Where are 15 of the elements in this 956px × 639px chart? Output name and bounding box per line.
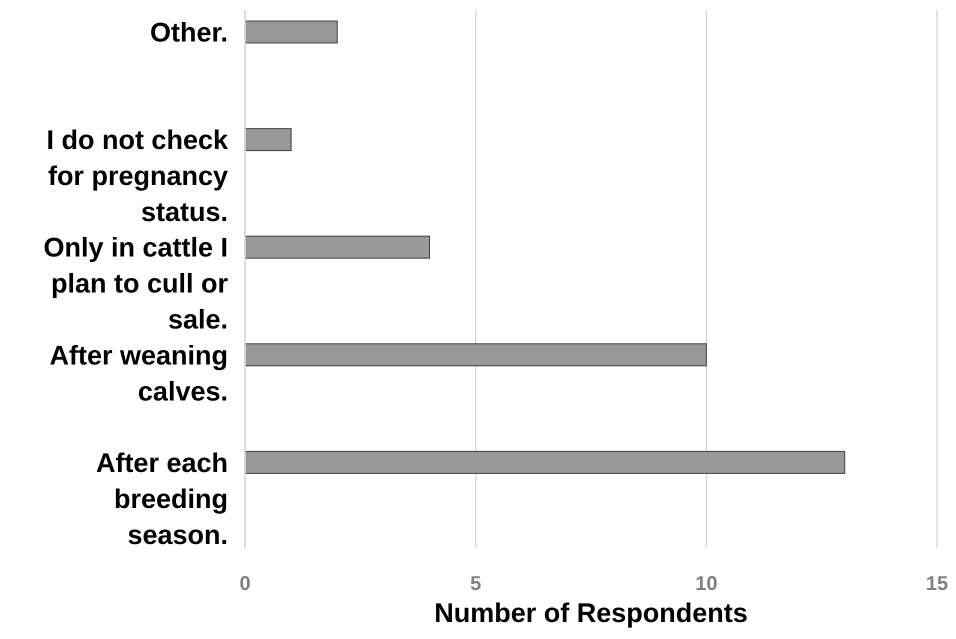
x-tick-label: 15 [926, 573, 948, 595]
y-tick-label: After weaning calves. [49, 340, 228, 406]
y-tick-label: I do not check for pregnancy status. [46, 125, 229, 228]
bar [244, 128, 292, 152]
y-tick-label: Other. [150, 17, 228, 48]
bar [244, 236, 430, 259]
bar [244, 343, 707, 366]
y-tick-label: Only in cattle I plan to cull or sale. [43, 232, 228, 335]
bar [244, 450, 846, 474]
x-axis-title: Number of Respondents [434, 598, 748, 628]
x-tick-label: 10 [695, 573, 718, 595]
x-tick-label: 5 [470, 573, 482, 595]
bar [244, 20, 338, 44]
y-tick-label: After each breeding season. [96, 448, 228, 550]
x-tick-label: 0 [239, 573, 251, 595]
